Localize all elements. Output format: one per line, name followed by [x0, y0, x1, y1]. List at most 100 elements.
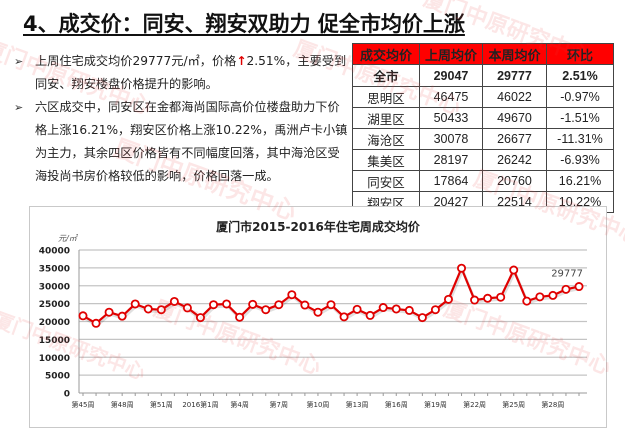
- data-point-marker: [287, 290, 297, 300]
- x-tick-label: 第25周: [502, 400, 525, 409]
- data-point-marker: [430, 305, 440, 315]
- data-point-marker: [248, 299, 258, 309]
- y-tick-label: 40000: [39, 247, 70, 257]
- data-point-marker: [130, 299, 140, 309]
- data-point-marker: [143, 304, 153, 314]
- data-point-marker: [235, 312, 245, 322]
- cell-this-week: 26677: [482, 128, 547, 150]
- table-row: 全市 29047 29777 2.51%: [352, 64, 614, 87]
- data-point-marker: [156, 305, 166, 315]
- y-tick-label: 10000: [39, 354, 70, 364]
- data-point-marker: [274, 300, 284, 310]
- data-point-marker: [496, 292, 506, 302]
- chart-title: 厦门市2015-2016年住宅周成交均价: [216, 219, 421, 234]
- data-point-marker: [169, 296, 179, 306]
- data-point-marker: [104, 307, 114, 317]
- cell-last-week: 30078: [419, 128, 483, 150]
- cell-area: 海沧区: [352, 128, 420, 150]
- data-point-marker: [574, 282, 584, 292]
- cell-this-week: 20760: [482, 170, 547, 192]
- x-tick-label: 第7周: [270, 400, 288, 409]
- table-row: 思明区 46475 46022 -0.97%: [352, 86, 614, 108]
- header-last-week: 上周均价: [419, 43, 483, 65]
- cell-area: 同安区: [352, 170, 420, 192]
- x-tick-label: 第4周: [230, 400, 248, 409]
- cell-this-week: 46022: [482, 86, 547, 108]
- table-row: 海沧区 30078 26677 -11.31%: [352, 128, 614, 150]
- cell-change: 2.51%: [546, 64, 614, 87]
- data-point-marker: [509, 265, 519, 275]
- cell-area: 全市: [352, 64, 420, 87]
- x-tick-label: 第22周: [463, 400, 486, 409]
- cell-last-week: 29047: [419, 64, 483, 87]
- data-point-marker: [300, 300, 310, 310]
- data-point-marker: [378, 303, 388, 313]
- y-tick-label: 35000: [39, 264, 70, 274]
- x-tick-label: 第28周: [541, 400, 564, 409]
- cell-area: 湖里区: [352, 107, 420, 129]
- data-point-marker: [326, 300, 336, 310]
- bullet-arrow-icon: ➢: [14, 55, 24, 68]
- cell-last-week: 28197: [419, 149, 483, 171]
- table-row: 同安区 17864 20760 16.21%: [352, 170, 614, 192]
- y-tick-label: 20000: [39, 318, 70, 328]
- cell-area: 思明区: [352, 86, 420, 108]
- data-point-marker: [195, 313, 205, 323]
- x-tick-label: 第19周: [424, 400, 447, 409]
- chart-frame: 厦门市2015-2016年住宅周成交均价 元/㎡ 0 5000 10000 15000 20…: [29, 206, 607, 428]
- data-point-marker: [352, 304, 362, 314]
- bullet-arrow-icon: ➢: [14, 101, 24, 114]
- cell-this-week: 29777: [482, 64, 547, 87]
- header-this-week: 本周均价: [482, 43, 547, 65]
- cell-last-week: 46475: [419, 86, 483, 108]
- data-point-marker: [261, 305, 271, 315]
- x-tick-label: 第13周: [346, 400, 369, 409]
- y-tick-label: 25000: [39, 300, 70, 310]
- data-point-marker: [365, 310, 375, 320]
- page-title: 4、成交价：同安、翔安双助力 促全市均价上涨: [23, 12, 465, 36]
- cell-last-week: 17864: [419, 170, 483, 192]
- data-point-marker: [117, 311, 127, 321]
- y-axis-unit: 元/㎡: [58, 234, 79, 243]
- table-row: 湖里区 50433 49670 -1.51%: [352, 107, 614, 129]
- series-line-shadow: [83, 266, 581, 328]
- y-tick-label: 5000: [45, 372, 70, 382]
- cell-change: -0.97%: [546, 86, 614, 108]
- y-tick-label: 0: [64, 390, 70, 400]
- cell-change: 16.21%: [546, 170, 614, 192]
- cell-change: -11.31%: [546, 128, 614, 150]
- table-header-row: 成交均价 上周均价 本周均价 环比: [352, 43, 614, 65]
- data-point-marker: [417, 313, 427, 323]
- x-tick-label: 第10周: [306, 400, 329, 409]
- data-point-marker: [483, 293, 493, 303]
- last-value-label: 29777: [551, 269, 583, 280]
- cell-change: -6.93%: [546, 149, 614, 171]
- data-point-marker: [535, 292, 545, 302]
- data-point-marker: [182, 303, 192, 313]
- data-point-marker: [222, 299, 232, 309]
- x-tick-label: 第16周: [385, 400, 408, 409]
- header-area: 成交均价: [352, 43, 420, 65]
- x-tick-label: 2016第1周: [182, 400, 218, 409]
- bullet-item-1: ➢ 上周住宅成交均价29777元/㎡，价格↑2.51%，主要受到同安、翔安楼盘价…: [14, 50, 349, 96]
- price-table: 成交均价 上周均价 本周均价 环比 全市 29047 29777 2.51% 思明区 46…: [352, 43, 614, 213]
- data-point-marker: [457, 263, 467, 273]
- data-point-marker: [78, 311, 88, 321]
- data-point-marker: [391, 304, 401, 314]
- bullet-text: 六区成交中，同安区在金都海尚国际高价位楼盘助力下价格上涨16.21%，翔安区价格…: [35, 100, 348, 183]
- header-change: 环比: [546, 43, 614, 65]
- cell-last-week: 50433: [419, 107, 483, 129]
- data-point-marker: [522, 296, 532, 306]
- data-point-marker: [313, 307, 323, 317]
- bullet-text-continued: 2.51%，主要受到同安、翔安楼盘价格提升的影响。: [35, 54, 347, 91]
- bullet-item-2: ➢ 六区成交中，同安区在金都海尚国际高价位楼盘助力下价格上涨16.21%，翔安区…: [14, 96, 349, 188]
- y-tick-label: 30000: [39, 282, 70, 292]
- cell-change: -1.51%: [546, 107, 614, 129]
- data-point-marker: [470, 295, 480, 305]
- bullet-list: ➢ 上周住宅成交均价29777元/㎡，价格↑2.51%，主要受到同安、翔安楼盘价…: [14, 50, 349, 188]
- cell-this-week: 26242: [482, 149, 547, 171]
- x-tick-label: 第51周: [150, 400, 173, 409]
- data-point-marker: [443, 294, 453, 304]
- cell-this-week: 49670: [482, 107, 547, 129]
